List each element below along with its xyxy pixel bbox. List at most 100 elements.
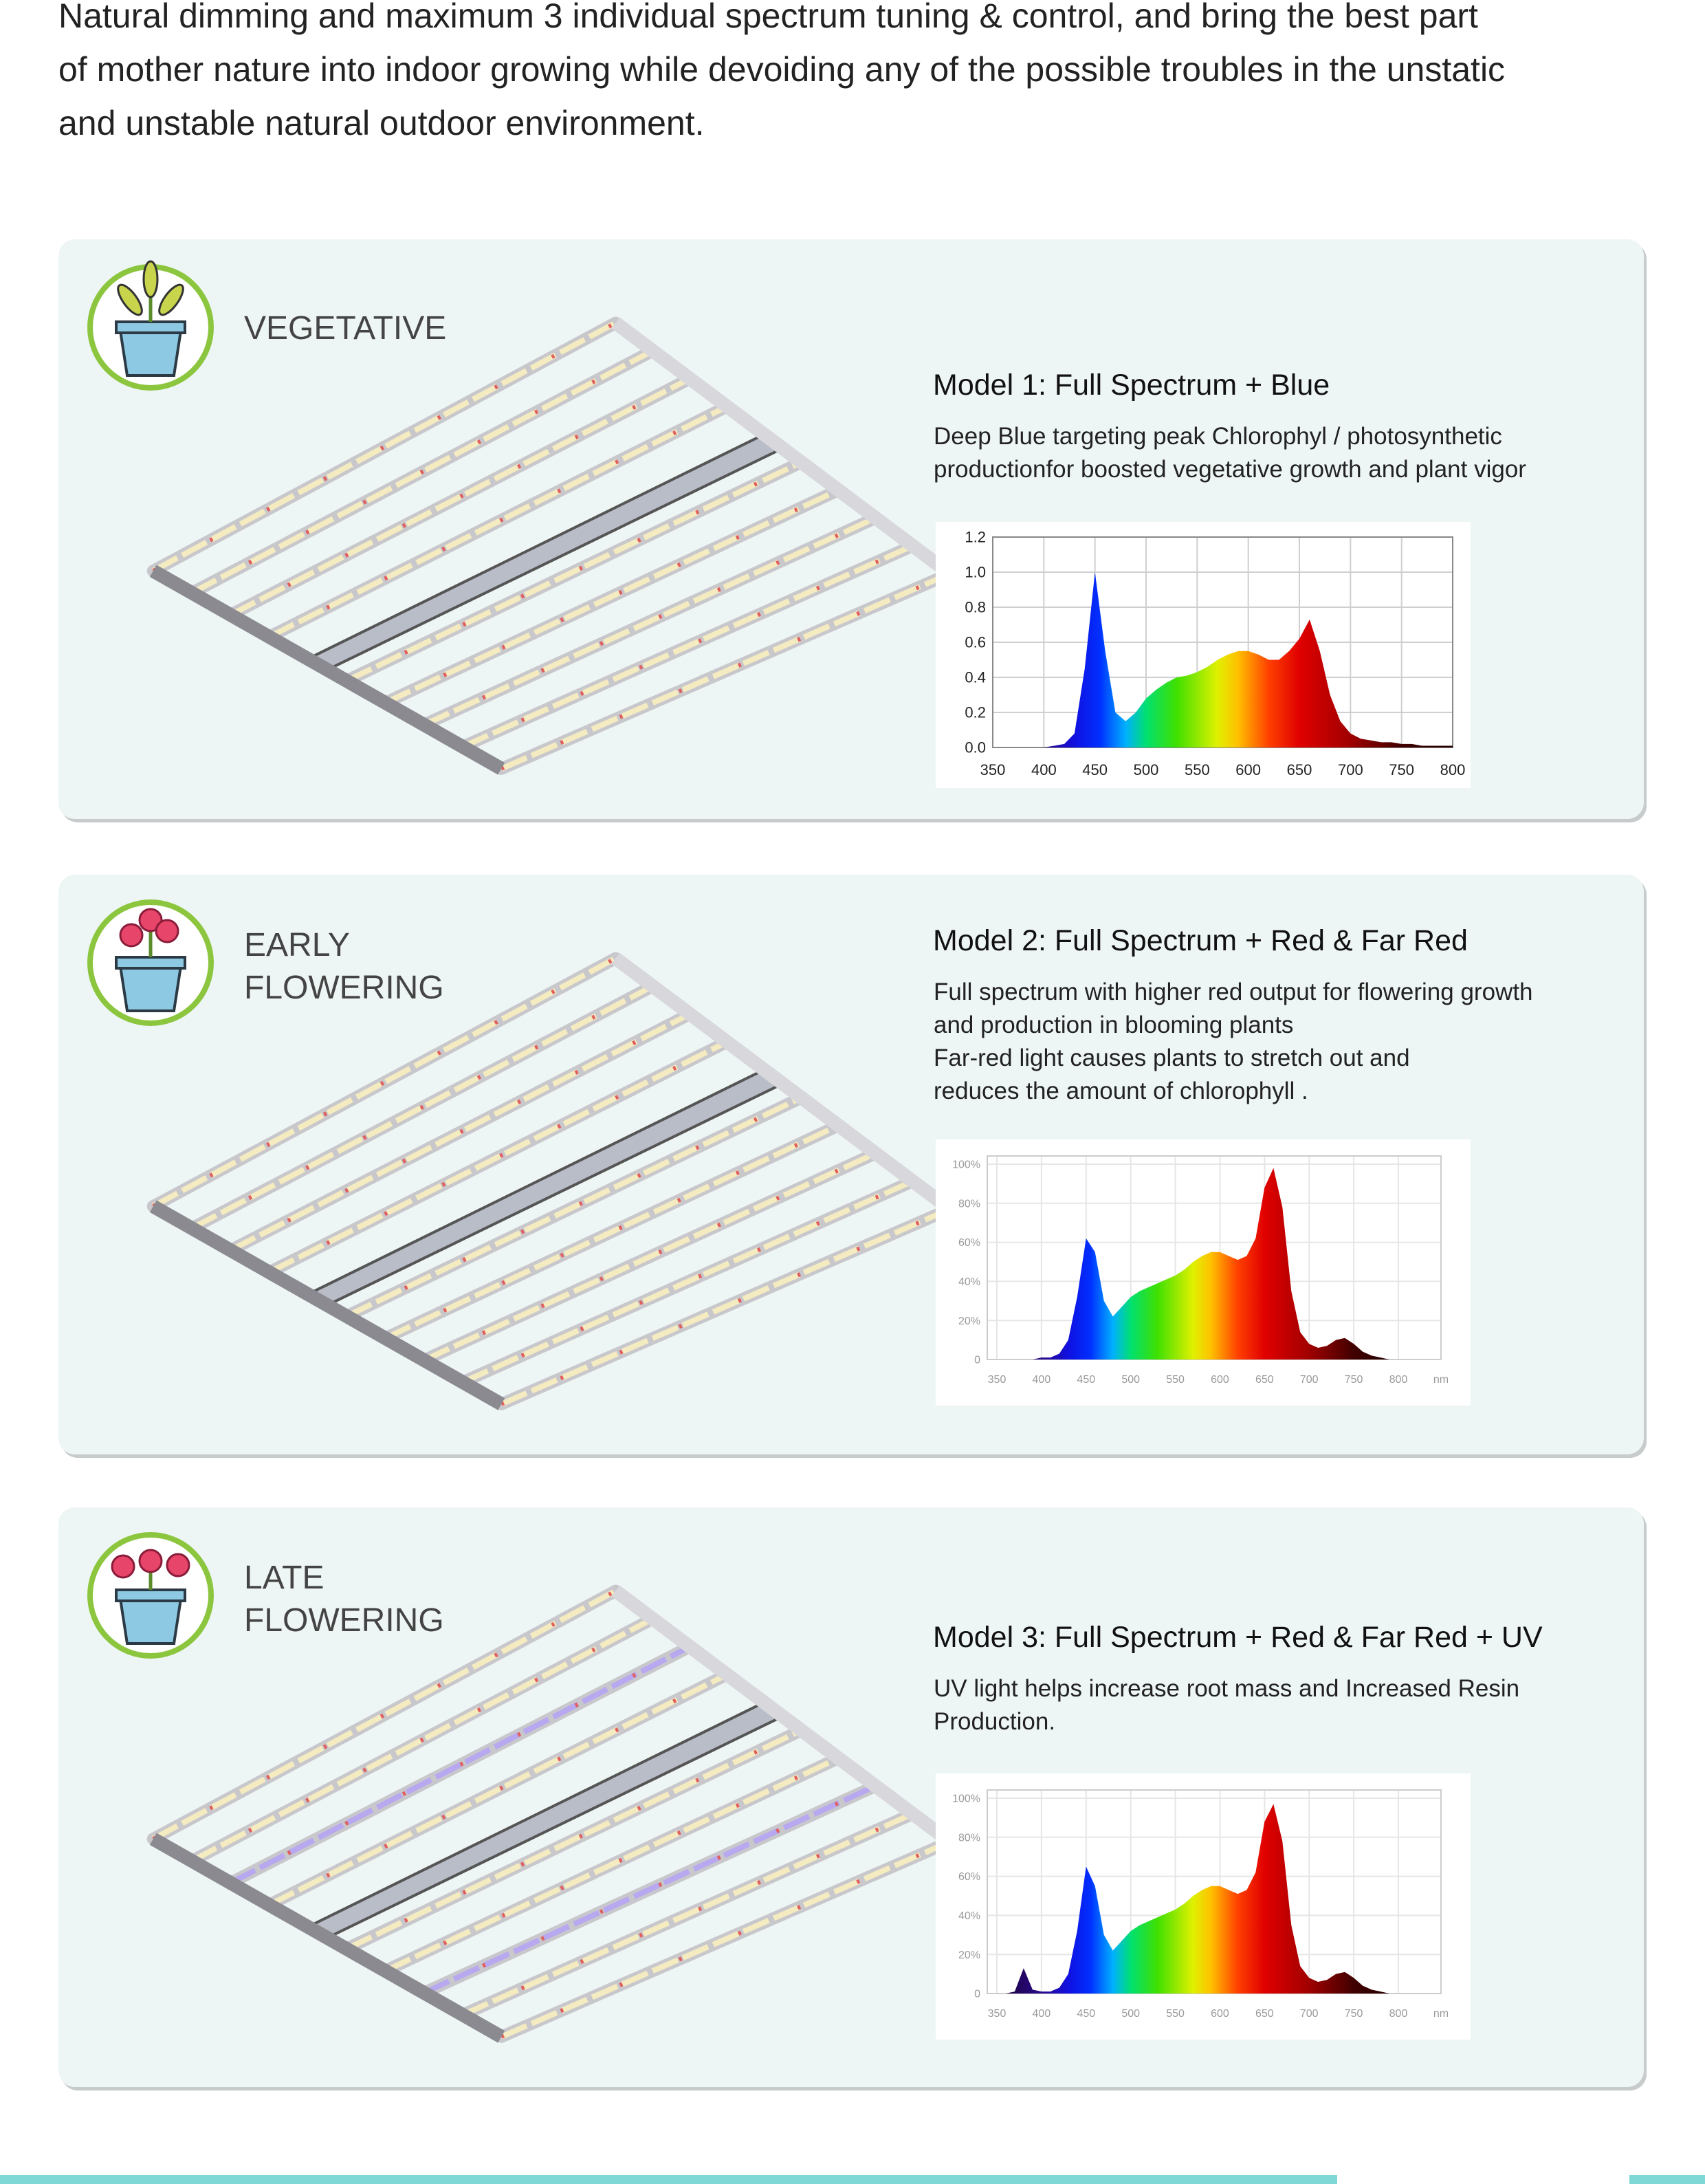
spectrum-area	[997, 1168, 1398, 1359]
y-tick-label: 1.2	[965, 529, 986, 546]
stage-icon-pot	[118, 329, 183, 377]
y-tick-label: 100%	[952, 1793, 980, 1805]
stage-icon-pot-rim	[115, 956, 186, 970]
stage-icon-flower	[111, 1554, 135, 1579]
footer-bar	[0, 2175, 1337, 2184]
x-tick-label: 800	[1440, 761, 1466, 778]
x-axis-label: nm	[1433, 1374, 1449, 1386]
lamp-led	[384, 1756, 840, 1974]
x-tick-label: 600	[1235, 761, 1261, 778]
y-tick-label: 80%	[958, 1832, 980, 1844]
x-tick-label: 350	[980, 761, 1006, 778]
y-tick-label: 0.6	[965, 634, 986, 651]
spectrum-area	[997, 1804, 1398, 1994]
stage-label: VEGETATIVE	[244, 310, 446, 347]
x-tick-label: 450	[1077, 2008, 1095, 2020]
x-tick-label: 550	[1166, 1374, 1185, 1386]
x-tick-label: 650	[1287, 761, 1312, 778]
intro-text: of mother nature into indoor growing whi…	[58, 50, 1505, 89]
model-description: Deep Blue targeting peak Chlorophyl / ph…	[934, 423, 1502, 450]
x-tick-label: 550	[1166, 2008, 1185, 2020]
model-description: Far-red light causes plants to stretch o…	[934, 1045, 1410, 1071]
x-tick-label: 750	[1389, 761, 1414, 778]
stage-label: FLOWERING	[244, 970, 444, 1006]
x-tick-label: 550	[1185, 761, 1210, 778]
lamp-led	[500, 1206, 952, 1407]
x-tick-label: 750	[1345, 2008, 1363, 2020]
lamp-led	[151, 956, 617, 1209]
intro-text: and unstable natural outdoor environment…	[58, 104, 705, 142]
spectrum-chart: 0.0 0.2 0.4 0.6 0.8 1.0 1.2 350 400 450 500 550 600 6…	[936, 522, 1471, 788]
lamp-rail	[149, 1833, 505, 2043]
x-tick-label: 650	[1255, 2008, 1274, 2020]
stage-icon-flower	[166, 1553, 190, 1577]
x-tick-label: 800	[1389, 2008, 1408, 2020]
lamp-led	[267, 1672, 729, 1908]
y-tick-label: 0.0	[965, 739, 986, 756]
y-tick-label: 60%	[958, 1871, 980, 1883]
model-description: Production.	[934, 1708, 1055, 1735]
lamp-led	[461, 1179, 914, 1385]
lamp-led	[151, 1588, 617, 1842]
lamp-rail	[149, 1200, 505, 1410]
lamp-led	[190, 1616, 654, 1864]
footer-bar	[1629, 2175, 1705, 2184]
x-tick-label: 500	[1121, 1374, 1140, 1386]
x-tick-label: 600	[1211, 1374, 1229, 1386]
y-tick-label: 20%	[958, 1950, 980, 1961]
lamp-led-red	[190, 1617, 654, 1863]
lamp-led	[500, 1839, 952, 2040]
lamp-rail	[611, 1585, 954, 1848]
lamp-rail	[149, 565, 505, 775]
y-tick-label: 0.2	[965, 704, 986, 721]
lamp-led	[267, 1039, 729, 1275]
lamp-led	[190, 348, 654, 596]
spectrum-area	[993, 572, 1453, 747]
model-description: productionfor boosted vegetative growth …	[934, 456, 1526, 483]
stage-label: EARLY	[244, 927, 350, 963]
model-title: Model 3: Full Spectrum + Red & Far Red +…	[933, 1621, 1543, 1654]
x-axis-label: nm	[1433, 2008, 1449, 2020]
x-tick-label: 600	[1211, 2008, 1229, 2020]
stage-icon-flower	[138, 908, 163, 932]
stage-icon-leaf	[117, 283, 143, 316]
lamp-rail	[611, 952, 954, 1215]
lamp-led	[500, 571, 952, 772]
x-tick-label: 750	[1345, 1374, 1363, 1386]
model-description: Full spectrum with higher red output for…	[934, 979, 1533, 1005]
model-description: UV light helps increase root mass and In…	[934, 1675, 1519, 1702]
stage-icon-pot-rim	[115, 1588, 186, 1602]
y-tick-label: 0	[974, 1355, 980, 1366]
y-tick-label: 0	[974, 1989, 980, 2000]
spectrum-chart: 0 20% 40% 60% 80% 100% 350 400 450 500 550 600 650 70…	[936, 1773, 1471, 2040]
y-tick-label: 0.8	[965, 599, 986, 616]
x-tick-label: 350	[988, 2008, 1006, 2020]
y-tick-label: 1.0	[965, 564, 986, 581]
lamp-led-red	[190, 349, 654, 595]
stage-card: LATE FLOWERING Model 3: Full Spectrum + Re…	[58, 1507, 1647, 2090]
stage-icon-leaf	[142, 260, 159, 298]
lamp-led	[229, 1012, 692, 1253]
lamp-led	[345, 1095, 803, 1319]
stage-icon-pot	[118, 1597, 183, 1645]
stage-icon-leaf	[158, 283, 184, 316]
stage-label: FLOWERING	[244, 1602, 444, 1639]
model-description: and production in blooming plants	[934, 1012, 1293, 1038]
lamp-led	[461, 1811, 914, 2018]
stage-icon-pot	[118, 965, 183, 1012]
lamp-led-red	[190, 984, 654, 1230]
lamp-led	[345, 1727, 803, 1952]
stage-label: LATE	[244, 1560, 324, 1596]
stage-icon-flower	[138, 1549, 163, 1573]
intro-text: Natural dimming and maximum 3 individual…	[58, 0, 1478, 35]
lamp-led	[190, 983, 654, 1231]
model-description: reduces the amount of chlorophyll .	[934, 1078, 1308, 1104]
lamp-led	[229, 376, 692, 618]
y-tick-label: 40%	[958, 1910, 980, 1922]
x-tick-label: 700	[1300, 1374, 1319, 1386]
model-title: Model 2: Full Spectrum + Red & Far Red	[933, 924, 1468, 957]
y-tick-label: 0.4	[965, 669, 986, 686]
spectrum-chart: 0 20% 40% 60% 80% 100% 350 400 450 500 550 600 650 70…	[936, 1139, 1471, 1406]
